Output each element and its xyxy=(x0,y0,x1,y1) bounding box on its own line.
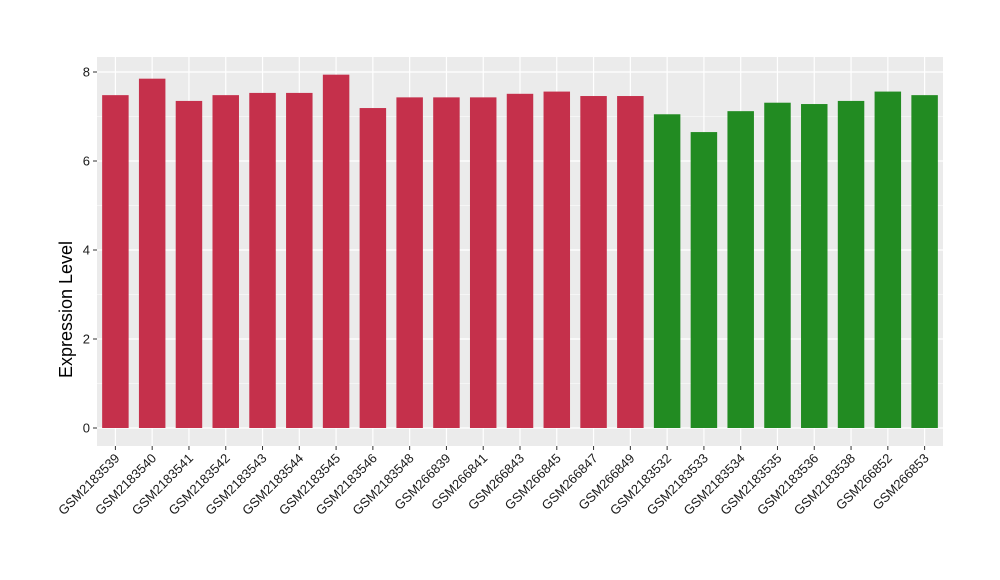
bar-GSM2183536 xyxy=(801,104,828,428)
bar-GSM266853 xyxy=(911,95,938,428)
y-axis-title: Expression Level xyxy=(56,241,76,378)
bar-GSM2183542 xyxy=(212,95,239,428)
bar-GSM2183543 xyxy=(249,92,276,428)
bar-GSM2183548 xyxy=(396,97,423,429)
y-axis: 0 2 4 6 8 xyxy=(83,65,97,436)
x-axis: GSM2183539GSM2183540GSM2183541GSM2183542… xyxy=(55,446,932,518)
bar-GSM266845 xyxy=(543,91,571,428)
y-tick-label: 0 xyxy=(83,421,90,436)
bar-GSM2183540 xyxy=(138,78,166,429)
bars xyxy=(102,74,938,429)
bar-GSM2183541 xyxy=(175,100,203,429)
bar-GSM2183546 xyxy=(359,108,387,429)
y-tick-label: 4 xyxy=(83,243,90,258)
bar-GSM2183545 xyxy=(322,74,350,429)
bar-GSM2183539 xyxy=(102,95,129,428)
bar-GSM2183533 xyxy=(690,132,718,428)
bar-GSM2183535 xyxy=(764,102,791,428)
bar-GSM266852 xyxy=(874,91,902,428)
bar-GSM266847 xyxy=(580,96,607,428)
y-tick-label: 8 xyxy=(83,65,90,80)
bar-GSM266849 xyxy=(617,96,644,428)
y-tick-label: 2 xyxy=(83,332,90,347)
bar-GSM2183532 xyxy=(653,114,681,429)
bar-GSM266841 xyxy=(469,97,497,429)
y-tick-label: 6 xyxy=(83,154,90,169)
bar-GSM266843 xyxy=(506,93,534,429)
bar-GSM266839 xyxy=(433,97,460,429)
bar-GSM2183544 xyxy=(286,92,313,428)
bar-GSM2183538 xyxy=(837,100,865,429)
bar-GSM2183534 xyxy=(727,111,754,428)
